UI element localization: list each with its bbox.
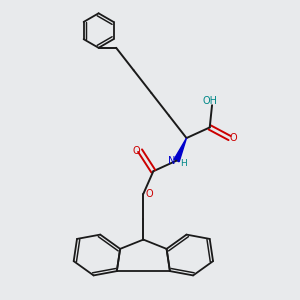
Text: O: O — [230, 133, 237, 143]
Text: OH: OH — [203, 96, 218, 106]
Text: N: N — [167, 156, 175, 166]
Polygon shape — [174, 138, 187, 162]
Text: H: H — [181, 159, 187, 168]
Text: O: O — [132, 146, 140, 156]
Text: O: O — [146, 189, 153, 199]
